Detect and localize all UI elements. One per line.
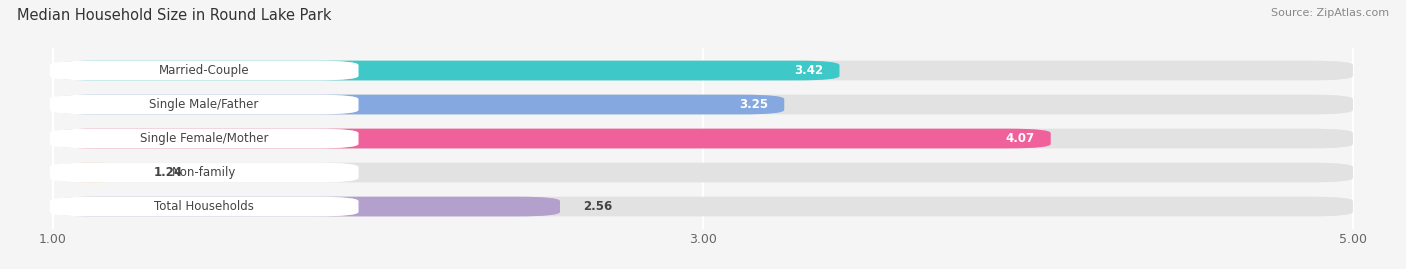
FancyBboxPatch shape [53, 163, 131, 182]
Text: Source: ZipAtlas.com: Source: ZipAtlas.com [1271, 8, 1389, 18]
FancyBboxPatch shape [53, 61, 839, 80]
FancyBboxPatch shape [53, 163, 1353, 182]
FancyBboxPatch shape [49, 197, 359, 216]
FancyBboxPatch shape [49, 95, 359, 114]
Text: 4.07: 4.07 [1005, 132, 1035, 145]
Text: 2.56: 2.56 [582, 200, 612, 213]
Text: Non-family: Non-family [172, 166, 236, 179]
FancyBboxPatch shape [53, 129, 1050, 148]
FancyBboxPatch shape [53, 129, 1353, 148]
Text: Median Household Size in Round Lake Park: Median Household Size in Round Lake Park [17, 8, 332, 23]
FancyBboxPatch shape [53, 197, 560, 216]
Text: Total Households: Total Households [155, 200, 254, 213]
FancyBboxPatch shape [53, 95, 785, 114]
Text: 3.42: 3.42 [794, 64, 824, 77]
Text: Single Male/Father: Single Male/Father [149, 98, 259, 111]
Text: 3.25: 3.25 [740, 98, 768, 111]
FancyBboxPatch shape [53, 95, 1353, 114]
Text: Single Female/Mother: Single Female/Mother [141, 132, 269, 145]
Text: Married-Couple: Married-Couple [159, 64, 249, 77]
Text: 1.24: 1.24 [153, 166, 183, 179]
FancyBboxPatch shape [49, 163, 359, 182]
FancyBboxPatch shape [53, 61, 1353, 80]
FancyBboxPatch shape [49, 129, 359, 148]
FancyBboxPatch shape [53, 197, 1353, 216]
FancyBboxPatch shape [49, 61, 359, 80]
